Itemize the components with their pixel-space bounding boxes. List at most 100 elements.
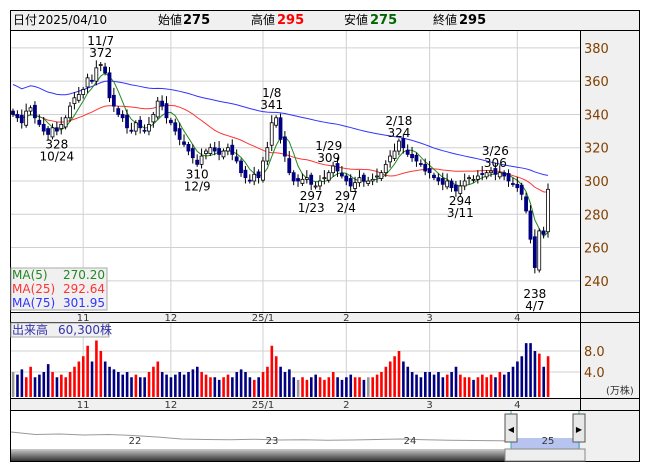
volume-bar (160, 372, 164, 397)
candle-body (230, 144, 235, 155)
candle-body (90, 79, 94, 82)
candle-body (177, 128, 182, 140)
volume-bar (533, 351, 537, 397)
annotation-value: 324 (387, 126, 410, 140)
volume-bar (380, 372, 383, 397)
candle-body (449, 180, 454, 189)
candle-body (138, 119, 143, 129)
volume-bar (108, 366, 111, 397)
volume-bar (288, 369, 291, 397)
candle-body (195, 159, 200, 165)
volume-bar (345, 377, 348, 397)
volume-bar (296, 379, 300, 397)
candle-body (405, 149, 410, 155)
volume-bar (323, 379, 326, 397)
annotation-value: 306 (484, 156, 507, 170)
volume-bar (134, 374, 138, 397)
volume-bar (441, 377, 445, 397)
volume-bar (182, 374, 186, 397)
candle-body (59, 124, 64, 129)
month-label: 12 (165, 313, 178, 324)
candle-body (98, 64, 103, 66)
candle-body (247, 179, 252, 182)
candle-body (234, 156, 239, 162)
volume-bar (191, 369, 195, 397)
volume-bar (200, 372, 203, 397)
volume-bar (432, 374, 436, 397)
candle-body (33, 104, 37, 119)
volume-bar (476, 377, 480, 397)
candle-body (366, 180, 371, 184)
candle-body (243, 169, 248, 179)
month-label-bottom: 3 (426, 400, 432, 411)
volume-bar (46, 364, 50, 397)
volume-bar (397, 351, 401, 397)
volume-bar (489, 374, 493, 397)
volume-bar (156, 361, 160, 397)
annotation-value: 310 (186, 167, 209, 181)
candle-body (239, 160, 243, 174)
volume-bar (257, 377, 260, 397)
candle-body (81, 89, 86, 95)
volume-legend-value: 60,300株 (58, 322, 112, 337)
volume-bar (542, 366, 546, 397)
candle-body (11, 110, 15, 115)
volume-bar (266, 366, 269, 397)
candle-body (68, 105, 72, 119)
candle-body (546, 188, 550, 233)
volume-bar (402, 361, 405, 397)
ma5-legend-value: 270.20 (63, 268, 105, 282)
volume-bar (60, 374, 63, 397)
volume-bar (485, 377, 489, 397)
volume-bar (336, 377, 339, 397)
navigator-right-handle[interactable] (572, 413, 586, 443)
open-label: 始値 (158, 13, 183, 27)
candle-body (432, 174, 436, 179)
volume-bar (209, 377, 212, 397)
annotation-date: 11/7 (87, 34, 114, 48)
volume-bar (68, 372, 72, 397)
volume-bar (309, 377, 313, 397)
volume-bar (174, 374, 177, 397)
candle-body (467, 177, 471, 180)
date-axis-strip-bottom (11, 398, 580, 410)
candle-body (502, 172, 507, 177)
volume-bar (419, 377, 423, 397)
candle-body (212, 147, 217, 152)
volume-bar (20, 369, 24, 397)
navigator-year-label: 22 (129, 436, 142, 447)
candle-body (274, 117, 279, 126)
volume-bar (222, 377, 225, 397)
candle-body (186, 143, 191, 152)
ma25-legend-value: 292.64 (63, 282, 105, 296)
volume-bar (217, 379, 221, 397)
volume-bar (138, 377, 142, 397)
candle-body (532, 236, 537, 268)
candle-body (204, 150, 208, 154)
close-value: 295 (459, 13, 487, 28)
volume-bar (463, 377, 467, 397)
candle-body (151, 114, 156, 123)
candle-body (388, 155, 393, 163)
volume-bar (318, 377, 322, 397)
candle-body (199, 155, 204, 165)
volume-bar (130, 377, 133, 397)
price-tick-label: 260 (584, 242, 609, 257)
navigator-scroll-thumb[interactable] (504, 448, 586, 462)
candle-body (168, 119, 173, 124)
candle-body (339, 173, 344, 177)
candle-body (489, 170, 493, 174)
candle-body (103, 66, 107, 74)
volume-bar (546, 356, 550, 397)
volume-bar (152, 366, 155, 397)
volume-unit-label: (万株) (606, 384, 634, 397)
low-value: 275 (370, 13, 398, 28)
month-label-bottom: 11 (77, 400, 90, 411)
candle-body (541, 230, 546, 235)
candle-body (291, 172, 296, 182)
navigator-left-handle[interactable] (504, 413, 518, 443)
volume-bar (55, 377, 59, 397)
volume-bar (424, 372, 427, 397)
volume-bar (77, 361, 81, 397)
volume-bar (64, 377, 68, 397)
